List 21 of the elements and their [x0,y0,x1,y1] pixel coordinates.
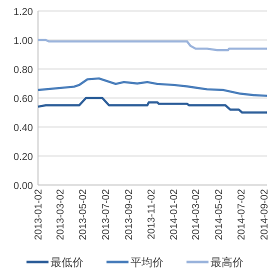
y-tick-label: 0.40 [14,123,34,134]
legend-label: 最低价 [50,257,84,269]
x-tick-label: 2013-07-02 [100,188,112,240]
x-tick-label: 2014-01-02 [169,188,180,240]
y-tick-label: 1.00 [14,36,34,47]
y-tick-label: 0.20 [14,152,34,163]
x-tick-label: 2013-05-02 [78,188,90,240]
x-tick-label: 2014-05-02 [214,188,225,240]
y-tick-label: 0.00 [14,181,34,192]
x-tick-label: 2014-09-02 [260,188,271,240]
x-tick-label: 2013-09-02 [124,188,135,240]
x-tick-label: 2013-11-02 [146,188,158,240]
y-tick-label: 0.80 [14,65,34,76]
y-tick-label: 1.20 [14,7,34,18]
legend-label: 最高价 [210,256,244,269]
x-tick-label: 2013-01-02 [34,188,44,240]
x-tick-label: 2014-03-02 [191,188,202,240]
x-tick-label: 2013-03-02 [55,188,66,240]
x-tick-label: 2014-07-02 [236,188,248,240]
legend-label: 平均价 [130,257,164,269]
y-tick-label: 0.60 [14,94,34,105]
